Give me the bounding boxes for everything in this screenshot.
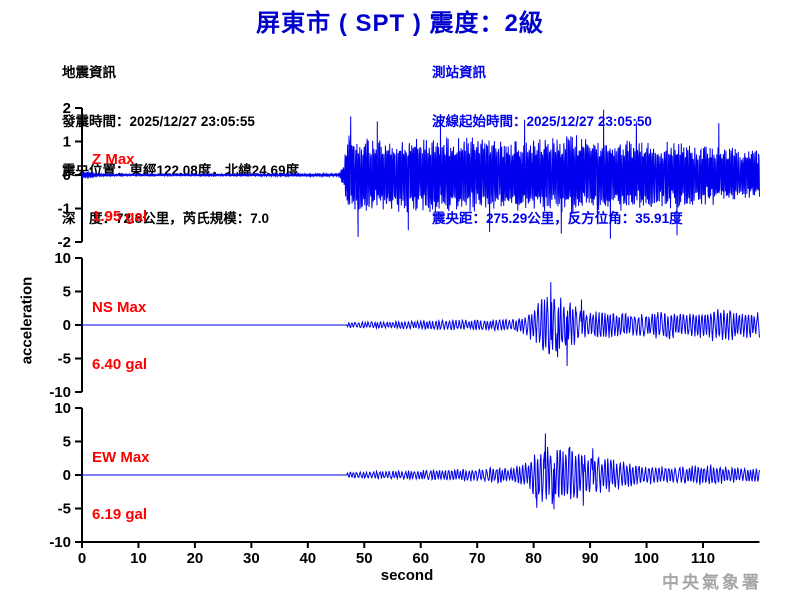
y-axis-label: acceleration bbox=[18, 276, 36, 365]
svg-text:50: 50 bbox=[356, 550, 373, 567]
svg-text:110: 110 bbox=[691, 550, 715, 567]
svg-text:-10: -10 bbox=[49, 534, 71, 551]
trace-z-max-value: 1.95 gal bbox=[92, 208, 148, 225]
svg-text:90: 90 bbox=[582, 550, 599, 567]
trace-ew-max-label: EW Max 6.19 gal bbox=[92, 410, 150, 562]
epicentral-distance-line: 震央距：275.29公里，反方位角：35.91度 bbox=[432, 211, 683, 227]
svg-text:60: 60 bbox=[412, 550, 429, 567]
earthquake-info-block: 地震資訊 發震時間：2025/12/27 23:05:55 震央位置：東經122… bbox=[62, 33, 299, 260]
y-axis-z: 2 1 0 -1 -2 bbox=[58, 100, 83, 251]
svg-text:30: 30 bbox=[243, 550, 260, 567]
trace-ns-max-name: NS Max bbox=[92, 299, 147, 316]
svg-text:10: 10 bbox=[130, 550, 147, 567]
x-axis-label: second bbox=[380, 567, 434, 584]
waveform-trace-ns bbox=[82, 282, 760, 366]
trace-ns-max-label: NS Max 6.40 gal bbox=[92, 260, 147, 412]
svg-text:0: 0 bbox=[78, 550, 86, 567]
svg-text:10: 10 bbox=[54, 250, 71, 267]
trace-z-max-label: Z Max 1.95 gal bbox=[92, 112, 147, 264]
y-axis-ew: 10 5 0 -5 -10 bbox=[49, 400, 83, 551]
station-info-heading: 測站資訊 bbox=[432, 65, 486, 81]
svg-text:-2: -2 bbox=[58, 234, 71, 251]
agency-watermark: 中央氣象署 bbox=[662, 573, 762, 592]
svg-text:-1: -1 bbox=[58, 201, 71, 218]
svg-text:20: 20 bbox=[187, 550, 204, 567]
svg-text:5: 5 bbox=[63, 284, 71, 301]
trace-ns-max-value: 6.40 gal bbox=[92, 356, 148, 373]
x-axis: 0 10 20 30 40 50 60 70 80 90 100 110 bbox=[78, 541, 760, 567]
svg-text:0: 0 bbox=[63, 167, 71, 184]
depth-magnitude-line: 深 度：72.8公里，芮氏規模：7.0 bbox=[62, 211, 270, 227]
svg-text:2: 2 bbox=[63, 100, 71, 117]
trace-ew-max-name: EW Max bbox=[92, 449, 150, 466]
y-axis-ns: 10 5 0 -5 -10 bbox=[49, 250, 83, 401]
svg-text:-10: -10 bbox=[49, 384, 71, 401]
svg-text:40: 40 bbox=[299, 550, 316, 567]
svg-text:-5: -5 bbox=[58, 501, 71, 518]
svg-text:70: 70 bbox=[469, 550, 486, 567]
page-title: 屏東市 ( SPT ) 震度：2級 bbox=[256, 10, 544, 37]
svg-text:5: 5 bbox=[63, 434, 71, 451]
svg-text:10: 10 bbox=[54, 400, 71, 417]
trace-z-max-name: Z Max bbox=[92, 151, 135, 168]
svg-text:80: 80 bbox=[525, 550, 542, 567]
svg-text:100: 100 bbox=[634, 550, 659, 567]
origin-time-line: 發震時間：2025/12/27 23:05:55 bbox=[62, 114, 255, 130]
waveform-trace-ew bbox=[82, 433, 760, 510]
earthquake-info-heading: 地震資訊 bbox=[62, 65, 116, 81]
svg-text:0: 0 bbox=[63, 467, 71, 484]
svg-text:1: 1 bbox=[63, 134, 71, 151]
trace-ew-max-value: 6.19 gal bbox=[92, 506, 148, 523]
svg-text:-5: -5 bbox=[58, 351, 71, 368]
svg-text:0: 0 bbox=[63, 317, 71, 334]
wave-start-time-line: 波線起始時間：2025/12/27 23:05:50 bbox=[432, 114, 652, 130]
waveform-trace-z bbox=[81, 109, 760, 239]
